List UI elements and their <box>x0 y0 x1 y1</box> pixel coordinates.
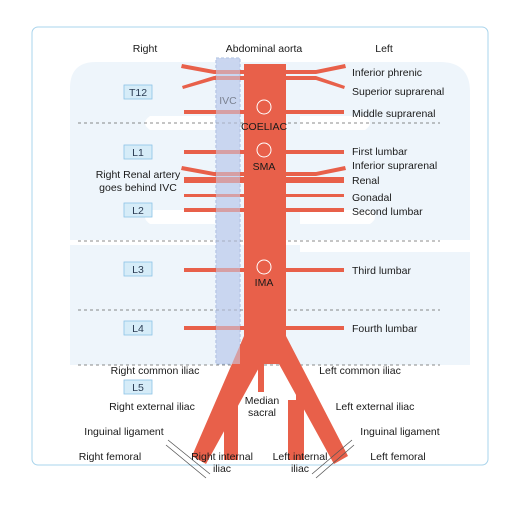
trunk-markers <box>256 99 272 275</box>
label-median-sacral-2: sacral <box>248 407 276 419</box>
right-fourth-lumbar-artery <box>184 326 244 330</box>
level-label-t12: T12 <box>129 87 147 99</box>
left-gonadal-artery <box>286 194 344 197</box>
label-median-sacral-1: Median <box>245 395 280 407</box>
level-box-l4 <box>123 320 153 336</box>
label-renal: Renal <box>352 175 379 187</box>
level-box-l1 <box>123 144 153 160</box>
median-sacral-artery <box>258 364 264 392</box>
inguinal-ligament-lines <box>165 439 355 479</box>
ima-marker <box>256 259 272 275</box>
level-box-l5 <box>123 379 153 395</box>
label-left-external-iliac: Left external iliac <box>336 401 415 413</box>
label-fourth-lumbar: Fourth lumbar <box>352 323 418 335</box>
right-internal-iliac-artery-2 <box>224 400 232 460</box>
note-renal-line2: goes behind IVC <box>99 182 177 194</box>
label-right-common-iliac: Right common iliac <box>111 365 200 377</box>
rib-bands <box>145 116 470 252</box>
left-middle-suprarenal-artery <box>286 110 344 114</box>
header-aorta: Abdominal aorta <box>226 43 303 55</box>
coeliac-label: COELIAC <box>241 121 288 133</box>
level-label-l3: L3 <box>132 264 144 276</box>
label-right-femoral: Right femoral <box>79 451 141 463</box>
header-left: Left <box>375 43 393 55</box>
note-renal-line1: Right Renal artery <box>96 169 181 181</box>
right-first-lumbar-artery <box>184 150 244 154</box>
right-third-lumbar-artery <box>184 268 244 272</box>
level-box-t12 <box>123 84 153 100</box>
level-label-l2: L2 <box>132 205 144 217</box>
label-left-femoral: Left femoral <box>370 451 425 463</box>
label-inguinal-ligament-left: Inguinal ligament <box>360 426 439 438</box>
right-renal-artery <box>184 177 244 183</box>
left-fourth-lumbar-artery <box>286 326 344 330</box>
label-middle-suprarenal: Middle suprarenal <box>352 108 435 120</box>
sma-marker <box>256 142 272 158</box>
level-label-l4: L4 <box>132 323 144 335</box>
label-gonadal: Gonadal <box>352 192 392 204</box>
left-inferior-phrenic-artery <box>286 64 346 74</box>
level-box-l2 <box>123 202 153 218</box>
label-left-internal-iliac-2: iliac <box>291 463 309 475</box>
label-inferior-phrenic: Inferior phrenic <box>352 67 422 79</box>
left-renal-artery <box>286 177 344 183</box>
label-second-lumbar: Second lumbar <box>352 206 423 218</box>
label-left-common-iliac: Left common iliac <box>319 365 401 377</box>
sma-label: SMA <box>253 161 276 173</box>
ima-label: IMA <box>255 277 274 289</box>
left-inferior-suprarenal-artery <box>286 166 346 176</box>
header-right: Right <box>133 43 158 55</box>
coeliac-trunk-marker <box>256 99 272 115</box>
right-gonadal-artery <box>184 194 244 197</box>
level-boxes: T12 L1 L2 L3 L4 L5 <box>123 84 153 395</box>
right-middle-suprarenal-artery <box>184 110 244 114</box>
label-left-internal-iliac-1: Left internal <box>273 451 328 463</box>
label-right-internal-iliac-2: iliac <box>213 463 231 475</box>
left-internal-iliac-artery-2 <box>288 400 296 460</box>
label-right-external-iliac: Right external iliac <box>109 401 195 413</box>
left-second-lumbar-artery <box>286 208 344 212</box>
label-first-lumbar: First lumbar <box>352 146 408 158</box>
left-superior-suprarenal-artery <box>286 76 345 89</box>
left-first-lumbar-artery <box>286 150 344 154</box>
ivc-overlay <box>216 58 240 364</box>
left-internal-iliac-artery <box>296 392 304 460</box>
level-label-l5: L5 <box>132 382 144 394</box>
level-box-l3 <box>123 261 153 277</box>
label-third-lumbar: Third lumbar <box>352 265 411 277</box>
label-inguinal-ligament-right: Inguinal ligament <box>84 426 163 438</box>
label-superior-suprarenal: Superior suprarenal <box>352 86 444 98</box>
label-inferior-suprarenal: Inferior suprarenal <box>352 160 437 172</box>
label-right-internal-iliac-1: Right internal <box>191 451 253 463</box>
level-label-l1: L1 <box>132 147 144 159</box>
left-third-lumbar-artery <box>286 268 344 272</box>
right-second-lumbar-artery <box>184 208 244 212</box>
